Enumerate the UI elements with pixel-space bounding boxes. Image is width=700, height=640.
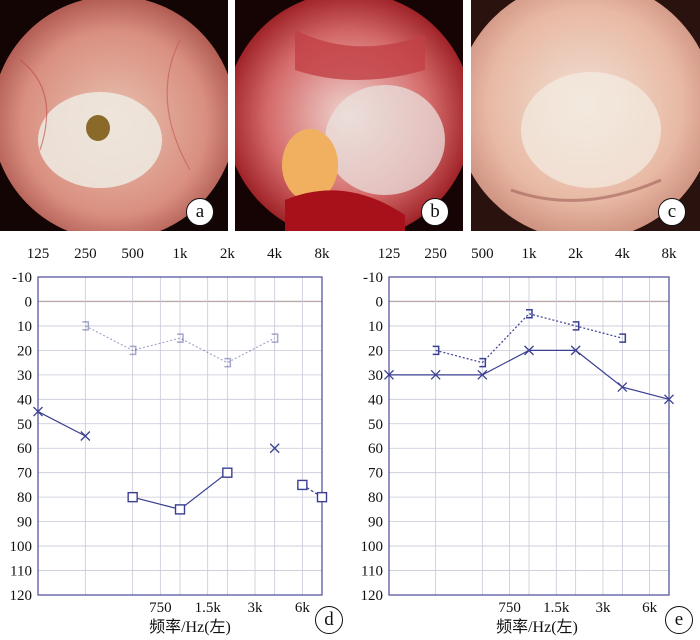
otoscopic-photo-a [0,0,228,231]
panel-label-b: b [421,198,449,226]
c1-y-tick: 0 [376,294,384,310]
c0-y-tick: 20 [17,343,32,359]
c1-series-1-point [430,369,441,380]
c0-series-0-point [224,357,232,368]
c1-y-tick: 90 [368,515,383,531]
c0-y-tick: 10 [17,319,32,335]
c0-y-tick: 50 [17,417,32,433]
c0-series-2-point [127,491,138,503]
c0-x-top-tick: 1k [173,246,189,262]
panel-label-d: d [315,606,343,634]
panel-label-a: a [186,198,214,226]
c1-series-1-point [477,369,488,380]
c0-x-top-tick: 2k [220,246,236,262]
c0-series-4-point [297,479,308,491]
c1-series-1-point [570,345,581,356]
c1-series-0-point [526,308,533,319]
c1-x-top-tick: 1k [522,246,538,262]
c0-series-2-point [222,467,233,478]
c0-y-tick: 40 [17,392,32,408]
panel-label-e: e [665,606,693,634]
c0-y-tick: 30 [17,368,32,384]
c0-y-tick: 70 [17,466,32,482]
c1-series-0-point [479,357,487,368]
c1-grid [388,276,670,596]
c0-x-top-tick: 250 [74,246,97,262]
c1-y-tick: 50 [368,417,383,433]
c0-series-4-line [302,484,323,498]
c0-y-tick: 100 [10,539,33,555]
c0-x-top-tick: 125 [27,246,50,262]
c1-series-1-point [524,345,534,356]
c1-x-bottom-tick: 6k [642,600,658,616]
c1-x-bottom-tick: 3k [595,600,611,616]
c1-series-1-point [384,369,394,380]
c1-x-top-tick: 8k [662,246,678,262]
panel-label-c: c [658,198,686,226]
c0-plot-frame [37,276,323,596]
c0-x-axis-label: 频率/Hz(左) [149,618,231,636]
c1-x-top-tick: 250 [424,246,447,262]
c1-y-tick: 100 [361,539,384,555]
otoscopic-photo-c [471,0,700,231]
c0-series-1-point [33,406,43,417]
c0-x-bottom-tick: 750 [149,600,172,616]
c0-series-0-line [85,325,275,364]
c1-y-tick: 120 [361,588,384,604]
c0-y-tick: 120 [10,588,33,604]
c1-x-top-tick: 500 [471,246,494,262]
c1-x-top-tick: 4k [615,246,631,262]
c1-series-1-point [617,382,628,393]
c1-plot-frame [388,276,670,596]
c0-x-top-tick: 4k [267,246,283,262]
c1-y-tick: 70 [368,466,383,482]
c1-series-0-point [572,321,580,331]
c1-series-1-point [664,394,674,405]
c0-y-tick: 110 [10,564,32,580]
audiogram-e: 125 250 500 1k 2k 4k 8k 750 1.5k 3k 6k -10 0 10 20 30 40… [345,238,700,640]
c0-series-1-line [37,411,86,437]
c1-x-bottom-tick: 750 [498,600,521,616]
c1-x-top-tick: 125 [378,246,401,262]
c0-x-top-tick: 8k [315,246,331,262]
c1-x-top-tick: 2k [568,246,584,262]
c1-series-0-line [435,313,623,364]
c0-y-tick: 60 [17,441,32,457]
c0-series-3-point [269,443,280,454]
c0-series-0-point [129,345,137,356]
c1-y-tick: 60 [368,441,383,457]
c0-y-tick: 80 [17,490,32,506]
c0-series-4-point [316,491,328,503]
c0-series-0-point [271,333,279,343]
c0-x-bottom-tick: 3k [248,600,264,616]
otoscopic-photo-b [235,0,463,231]
c1-y-tick: 30 [368,368,383,384]
c1-y-tick: -10 [363,270,383,286]
c0-y-tick: 90 [17,515,32,531]
c0-series-0-point [177,333,184,343]
c1-x-bottom-tick: 1.5k [543,600,570,616]
c1-series-0-point [619,333,627,343]
c1-x-axis-label: 频率/Hz(左) [496,618,578,636]
c0-series-2-point [174,504,186,515]
c1-y-tick: 20 [368,343,383,359]
c1-y-tick: 40 [368,392,383,408]
audiogram-d: 125 250 500 1k 2k 4k 8k 750 1.5k 3k 6k -10 0 10 20 30 40… [0,238,345,640]
c0-series-0-point [82,321,90,331]
c0-grid [37,276,323,596]
c0-y-tick: 0 [25,294,33,310]
c0-x-top-tick: 500 [121,246,144,262]
c0-x-bottom-tick: 6k [295,600,311,616]
c0-series-1-point [80,431,91,441]
c0-x-bottom-tick: 1.5k [195,600,222,616]
c1-series-0-point [432,345,440,356]
c0-y-tick: -10 [12,270,32,286]
c1-y-tick: 80 [368,490,383,506]
c1-y-tick: 110 [361,564,383,580]
c1-y-tick: 10 [368,319,383,335]
